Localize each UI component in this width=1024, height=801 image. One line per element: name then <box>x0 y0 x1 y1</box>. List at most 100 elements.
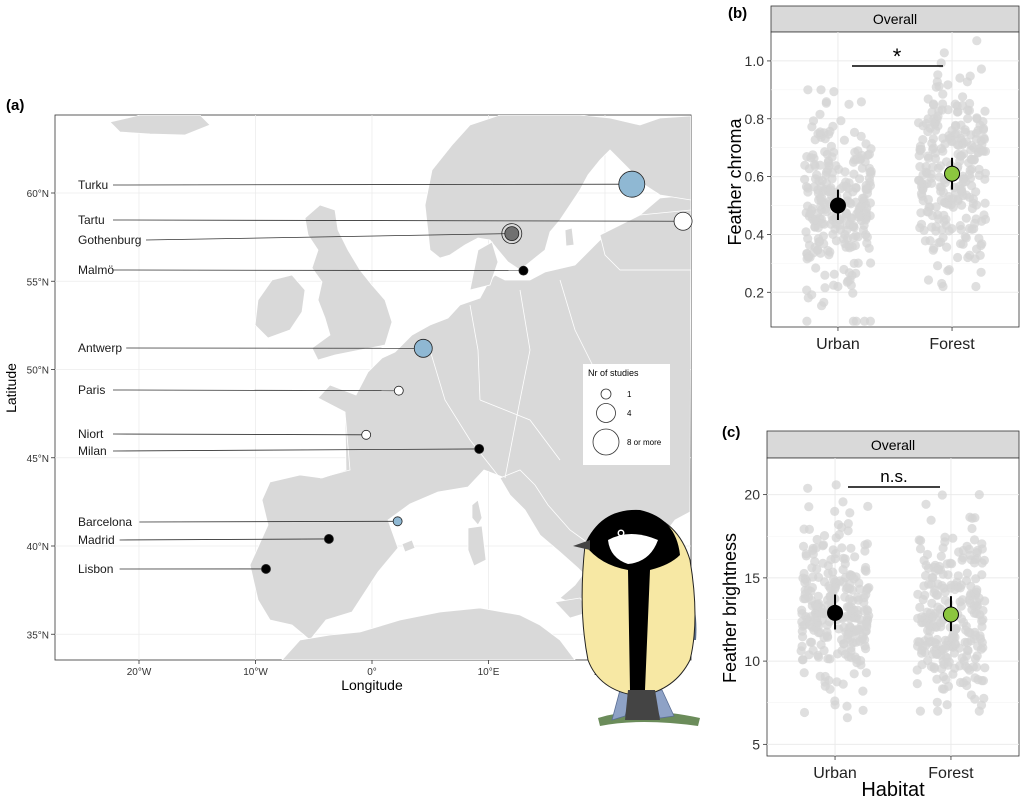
raw-data-point <box>800 578 810 588</box>
raw-data-point <box>840 559 850 569</box>
raw-data-point <box>961 213 971 223</box>
raw-data-point <box>820 283 830 293</box>
raw-data-point <box>831 213 841 223</box>
raw-data-point <box>918 170 928 180</box>
raw-data-point <box>932 674 942 684</box>
site-point <box>518 265 529 276</box>
mean-point <box>829 197 846 214</box>
legend-symbol-1 <box>600 388 612 400</box>
raw-data-point <box>952 129 962 139</box>
raw-data-point <box>820 134 830 144</box>
raw-data-point <box>858 686 868 696</box>
raw-data-point <box>913 637 923 647</box>
raw-data-point <box>957 151 967 161</box>
raw-data-point <box>831 236 842 246</box>
raw-data-point <box>973 641 983 652</box>
raw-data-point <box>845 508 855 518</box>
raw-data-point <box>970 654 981 664</box>
raw-data-point <box>923 275 934 285</box>
x-tick-label: Urban <box>816 336 860 353</box>
raw-data-point <box>963 645 973 656</box>
raw-data-point <box>826 219 836 229</box>
raw-data-point <box>938 89 948 99</box>
mean-point <box>942 606 959 623</box>
raw-data-point <box>862 232 872 242</box>
raw-data-point <box>955 221 965 231</box>
raw-data-point <box>825 654 835 664</box>
raw-data-point <box>850 240 861 251</box>
raw-data-point <box>971 134 982 144</box>
raw-data-point <box>817 301 827 311</box>
raw-data-point <box>912 665 922 675</box>
raw-data-point <box>942 198 952 208</box>
raw-data-point <box>961 233 971 243</box>
raw-data-point <box>803 585 813 595</box>
raw-data-point <box>939 684 949 694</box>
raw-data-point <box>979 133 989 143</box>
raw-data-point <box>814 572 824 583</box>
raw-data-point <box>912 679 922 689</box>
raw-data-point <box>856 131 866 141</box>
site-point-ring <box>501 223 523 244</box>
raw-data-point <box>950 638 960 648</box>
raw-data-point <box>939 48 949 58</box>
raw-data-point <box>818 541 828 551</box>
raw-data-point <box>825 185 836 195</box>
raw-data-point <box>838 497 848 507</box>
raw-data-point <box>978 676 989 686</box>
raw-data-point <box>969 535 980 545</box>
raw-data-point <box>915 544 926 554</box>
raw-data-point <box>798 632 808 642</box>
raw-data-point <box>933 70 943 80</box>
raw-data-point <box>810 135 820 145</box>
x-tick-label: Urban <box>813 765 857 782</box>
map-y-tick-label: 55°N <box>27 277 49 288</box>
raw-data-point <box>938 233 948 243</box>
raw-data-point <box>977 558 987 568</box>
raw-data-point <box>958 545 968 556</box>
raw-data-point <box>937 490 947 500</box>
site-point <box>323 534 334 544</box>
raw-data-point <box>977 616 987 626</box>
x-tick-label: Forest <box>928 765 974 782</box>
raw-data-point <box>799 524 809 534</box>
raw-data-point <box>973 125 983 135</box>
raw-data-point <box>958 595 968 605</box>
raw-data-point <box>803 201 813 211</box>
raw-data-point <box>839 135 850 145</box>
raw-data-point <box>803 483 813 493</box>
raw-data-point <box>922 549 933 560</box>
raw-data-point <box>851 231 861 241</box>
raw-data-point <box>951 623 962 633</box>
raw-data-point <box>813 245 823 255</box>
raw-data-point <box>801 549 811 559</box>
raw-data-point <box>800 174 810 184</box>
raw-data-point <box>808 116 819 126</box>
raw-data-point <box>856 656 866 666</box>
raw-data-point <box>965 598 975 608</box>
raw-data-point <box>837 543 847 553</box>
raw-data-point <box>861 215 871 225</box>
raw-data-point <box>807 637 817 647</box>
raw-data-point <box>941 157 952 167</box>
map-y-axis-title: Latitude <box>3 363 19 413</box>
raw-data-point <box>967 523 977 534</box>
panel-b-label: (b) <box>728 5 747 22</box>
map-y-tick-label: 45°N <box>27 454 49 465</box>
mean-point <box>827 604 844 621</box>
raw-data-point <box>813 223 823 233</box>
site-label: Barcelona <box>78 515 132 529</box>
site-label: Tartu <box>78 213 105 227</box>
raw-data-point <box>918 594 928 605</box>
raw-data-point <box>827 168 838 178</box>
raw-data-point <box>939 210 949 220</box>
raw-data-point <box>965 512 975 522</box>
brightness-strip-label: Overall <box>871 437 915 453</box>
raw-data-point <box>798 541 809 552</box>
raw-data-point <box>917 178 927 188</box>
raw-data-point <box>828 121 838 131</box>
raw-data-point <box>936 551 946 561</box>
raw-data-point <box>845 219 855 229</box>
raw-data-point <box>972 585 982 595</box>
raw-data-point <box>819 645 829 656</box>
